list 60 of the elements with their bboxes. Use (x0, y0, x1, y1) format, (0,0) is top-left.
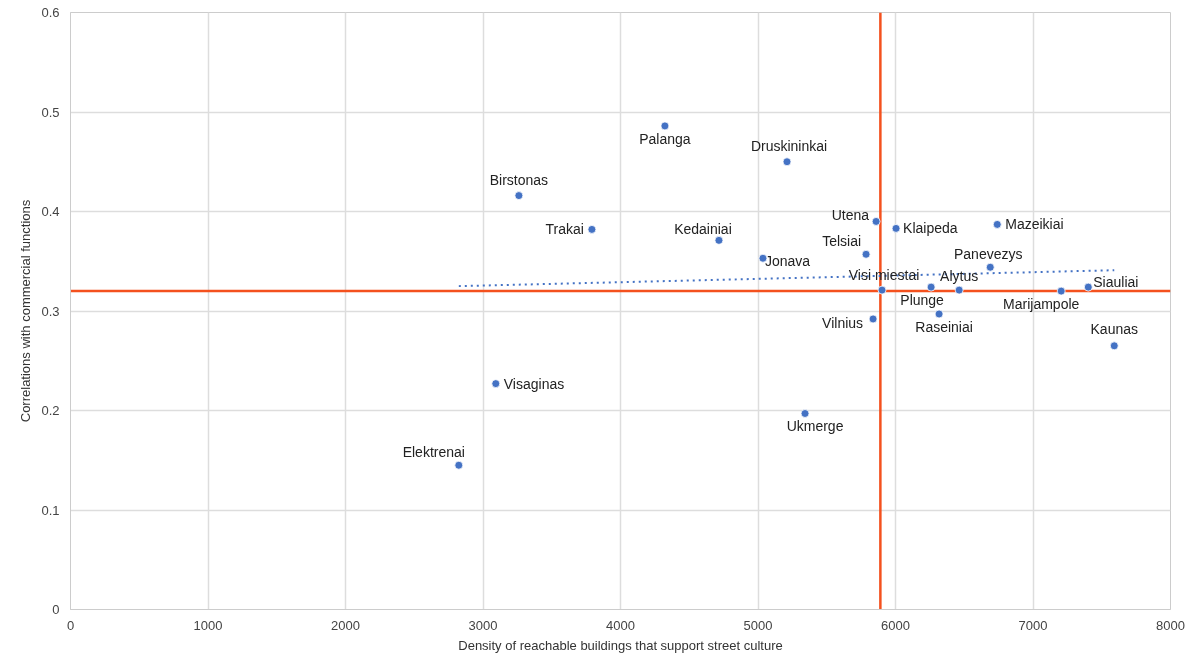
annotation: Telsiai (822, 233, 862, 250)
annotation: Alytus (940, 268, 979, 285)
point (926, 282, 936, 292)
y-tick-label: 0.2 (41, 403, 60, 418)
point (1056, 286, 1066, 296)
x-tick-label: 2000 (331, 617, 360, 633)
x-tick-label: 7000 (1018, 617, 1048, 633)
y-tick-label: 0.5 (41, 104, 60, 120)
annotation: Elektrenai (402, 444, 465, 461)
annotation: Ukmerge (786, 418, 844, 435)
point (587, 225, 597, 234)
annotation: Plunge (900, 292, 945, 309)
y-tick-label: 0.1 (41, 502, 60, 518)
annotation: Birstonas (489, 171, 549, 188)
annotation: Utena (831, 207, 870, 224)
point (871, 217, 881, 226)
point (954, 285, 964, 295)
point (800, 409, 810, 418)
annotation: Vilnius (822, 314, 864, 331)
point (868, 314, 878, 324)
point (782, 157, 792, 167)
annotation: Jonava (764, 253, 811, 270)
point (992, 220, 1002, 229)
annotation: Siauliai (1093, 274, 1139, 291)
point (891, 224, 901, 233)
annotation: Kaunas (1090, 320, 1139, 337)
point (1109, 341, 1119, 351)
annotation: Klaipeda (903, 220, 958, 237)
point (454, 460, 464, 470)
point (491, 379, 501, 389)
y-axis-title: Correlations with commercial functions (18, 199, 34, 423)
annotation: Mazeikiai (1005, 216, 1064, 233)
point (660, 121, 670, 131)
x-tick-label: 1000 (193, 617, 223, 633)
annotation: Visaginas (503, 375, 565, 392)
x-tick-label: 6000 (881, 617, 910, 633)
x-tick-label: 0 (66, 617, 75, 633)
x-tick-label: 8000 (1156, 617, 1185, 633)
point (934, 309, 944, 319)
point (877, 285, 887, 295)
x-tick-label: 3000 (468, 617, 498, 633)
point (714, 235, 724, 245)
x-tick-label: 4000 (606, 617, 635, 633)
annotation: Palanga (639, 130, 691, 147)
annotation: Kedainiai (674, 221, 732, 238)
y-tick-label: 0.3 (41, 303, 60, 319)
point (1083, 282, 1093, 292)
point (861, 249, 871, 259)
annotation: Marijampole (1003, 296, 1080, 313)
point (985, 262, 995, 272)
y-tick-label: 0.6 (41, 5, 60, 20)
annotation: Panevezys (954, 246, 1023, 263)
x-tick-label: 5000 (743, 617, 773, 633)
annotation: Raseiniai (915, 318, 973, 335)
y-tick-label: 0.4 (41, 204, 60, 219)
annotation: Druskininkai (750, 137, 828, 154)
x-axis-title: Density of reachable buildings that support street culture (458, 637, 783, 653)
point (514, 191, 524, 200)
y-tick-label: 0 (52, 602, 60, 617)
annotation: Trakai (545, 221, 584, 238)
